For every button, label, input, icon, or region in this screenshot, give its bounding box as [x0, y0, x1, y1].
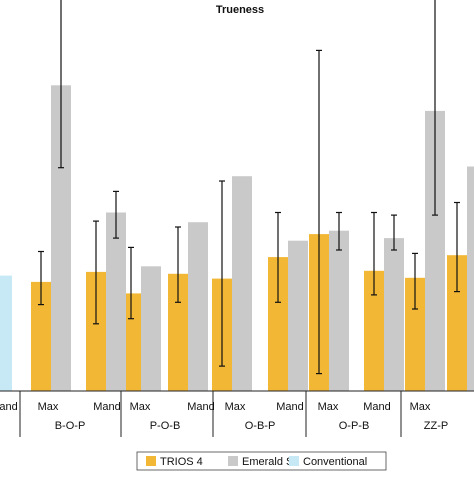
x-group-label: O-P-B: [339, 420, 370, 432]
bar-trios-4-1: [31, 281, 51, 391]
error-bar-emerald-s-1: [58, 0, 64, 169]
legend-box: [136, 451, 387, 471]
legend-swatch: [228, 456, 238, 466]
error-bars-layer: [38, 0, 460, 375]
x-tick-label: Mand: [276, 401, 304, 413]
bar-trios-4-9: [405, 277, 425, 391]
error-bar-trios-4-7: [316, 49, 322, 375]
error-bar-trios-4-9: [412, 252, 418, 310]
x-tick-label: Max: [130, 401, 151, 413]
bar-trios-4-8: [364, 270, 384, 391]
bar-trios-4-6: [268, 257, 288, 391]
chart-title: Trueness: [216, 4, 264, 16]
error-bar-emerald-s-9: [432, 0, 438, 216]
legend-swatch: [289, 456, 299, 466]
bar-emerald-s-10: [467, 166, 474, 391]
x-tick-label: Mand: [93, 401, 121, 413]
bar-trios-4-4: [168, 273, 188, 391]
x-tick-label: Mand: [363, 401, 391, 413]
legend-label: Conventional: [303, 456, 367, 468]
x-tick-label: Max: [410, 401, 431, 413]
x-group-label: B-O-P: [55, 420, 86, 432]
bar-emerald-s-6: [288, 240, 308, 391]
x-tick-label: Max: [38, 401, 59, 413]
error-bar-emerald-s-8: [391, 214, 397, 251]
legend: TRIOS 4 Emerald S Conventional: [136, 451, 387, 471]
error-bar-trios-4-1: [38, 250, 44, 306]
bar-emerald-s-9: [425, 110, 445, 392]
bar-emerald-s-7: [329, 230, 349, 391]
error-bar-trios-4-2: [93, 220, 99, 325]
error-bar-trios-4-5: [219, 180, 225, 367]
bar-conventional-0: [0, 275, 12, 391]
bar-emerald-s-5: [232, 176, 252, 391]
x-tick-label: Mand: [187, 401, 215, 413]
legend-swatch: [146, 456, 156, 466]
error-bar-trios-4-6: [275, 211, 281, 303]
x-tick-label: Max: [318, 401, 339, 413]
bar-emerald-s-2: [106, 212, 126, 391]
bars-layer: [0, 85, 474, 392]
legend-label: Emerald S: [242, 456, 293, 468]
x-tick-label: Max: [225, 401, 246, 413]
error-bar-trios-4-3: [128, 246, 134, 320]
x-tick-label: Mand: [0, 401, 18, 413]
error-bar-trios-4-8: [371, 211, 377, 296]
bar-emerald-s-8: [384, 238, 404, 391]
bar-emerald-s-4: [188, 222, 208, 391]
bar-emerald-s-3: [141, 266, 161, 391]
x-group-label: O-B-P: [245, 420, 276, 432]
tick-label-layer: Mand Max Mand Max Mand Max Mand Max Mand Max B-O-P…: [0, 391, 448, 437]
legend-label: TRIOS 4: [160, 456, 203, 468]
bar-trios-4-2: [86, 271, 106, 391]
x-group-label: P-O-B: [150, 420, 181, 432]
bar-trios-4-10: [447, 255, 467, 391]
bar-emerald-s-1: [51, 85, 71, 392]
error-bar-emerald-s-7: [336, 211, 342, 251]
error-bar-emerald-s-2: [113, 190, 119, 239]
error-bar-trios-4-10: [454, 201, 460, 293]
x-group-label: ZZ-P: [424, 420, 448, 432]
error-bar-trios-4-4: [175, 226, 181, 303]
